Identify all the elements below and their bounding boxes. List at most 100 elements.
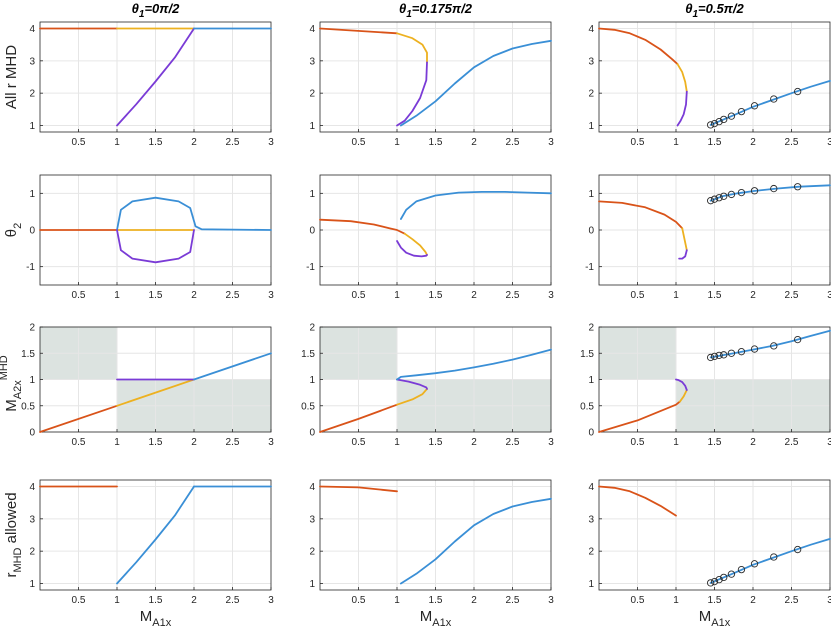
text-part: 2.5 <box>785 595 799 606</box>
series-line-blue <box>116 196 272 231</box>
text-part: 1 <box>394 290 400 301</box>
x-tick-label: 3 <box>268 137 274 148</box>
data-marker <box>707 579 715 587</box>
data-marker <box>737 188 746 197</box>
text-part: M <box>420 608 433 625</box>
text-part: MHD <box>0 355 10 380</box>
text-part: 0.5 <box>352 290 366 301</box>
x-tick-label: 3 <box>548 290 554 301</box>
text-part: 1 <box>114 290 120 301</box>
text-part: allowed <box>3 492 20 547</box>
text-part: 1 <box>394 595 400 606</box>
text-part: 0.5 <box>631 290 645 301</box>
text-part: 2.5 <box>506 437 520 448</box>
series-line-orange <box>319 218 406 235</box>
series-line-orange <box>319 485 398 493</box>
series-line-violet <box>396 240 428 258</box>
y-tick-label: 1.5 <box>21 349 35 360</box>
text-part: 1 <box>114 437 120 448</box>
text-part: 1.5 <box>429 137 443 148</box>
text-part: 0 <box>309 226 315 237</box>
data-marker <box>707 353 715 362</box>
text-part: 4 <box>588 24 594 35</box>
text-part: θ <box>132 1 139 16</box>
series-line-blue <box>709 80 831 126</box>
y-tick-label: 1 <box>29 579 35 590</box>
x-tick-label: 2 <box>191 595 197 606</box>
y-tick-label: 4 <box>29 482 35 493</box>
text-part: 1 <box>29 579 35 590</box>
text-part: 1 <box>309 579 315 590</box>
panel-r3-c3: 0.5 1 1.5 2 2.5 3 0 0.5 1 1.5 2 <box>580 323 831 449</box>
text-part: 1.5 <box>708 137 722 148</box>
panel-r3-c1: 0.5 1 1.5 2 2.5 3 0 0.5 1 1.5 2 <box>21 323 274 449</box>
text-part: 0.5 <box>580 401 594 412</box>
x-tick-label: 2.5 <box>226 290 240 301</box>
text-part: 2 <box>588 89 594 100</box>
x-tick-label: 0.5 <box>631 290 645 301</box>
y-tick-label: 3 <box>309 56 315 67</box>
text-part: 2.5 <box>506 137 520 148</box>
text-part: =0π/2 <box>144 1 180 16</box>
text-part: 2 <box>471 437 477 448</box>
x-tick-label: 2.5 <box>785 595 799 606</box>
x-tick-label: 2 <box>191 137 197 148</box>
text-part: 2.5 <box>506 290 520 301</box>
y-tick-label: 1 <box>588 375 594 386</box>
column-title: θ1=0.5π/2 <box>685 1 744 20</box>
text-part: M <box>140 608 153 625</box>
text-part: 2 <box>750 137 756 148</box>
x-tick-label: 0.5 <box>352 137 366 148</box>
series-line-blue <box>116 485 195 585</box>
text-part: 2 <box>29 89 35 100</box>
text-part: 1.5 <box>21 349 35 360</box>
data-marker <box>770 553 778 561</box>
text-part: 3 <box>309 56 315 67</box>
y-tick-label: 4 <box>29 24 35 35</box>
text-part: A1x <box>432 617 451 629</box>
x-tick-label: 3 <box>827 437 831 448</box>
data-marker <box>710 352 719 361</box>
x-tick-label: 1 <box>673 595 679 606</box>
text-part: A1x <box>711 617 730 629</box>
text-part: θ <box>399 1 406 16</box>
series-line-orange <box>598 200 684 230</box>
text-part: 2.5 <box>226 437 240 448</box>
text-part: 1.5 <box>429 437 443 448</box>
y-tick-label: 2 <box>309 323 315 334</box>
x-tick-label: 1.5 <box>708 137 722 148</box>
text-part: 1 <box>588 189 594 200</box>
text-part: 2 <box>309 89 315 100</box>
y-tick-label: 2 <box>588 323 594 334</box>
x-tick-label: 1.5 <box>149 137 163 148</box>
panel-r1-c2: 0.5 1 1.5 2 2.5 3 1 2 3 4 <box>309 21 554 148</box>
x-tick-label: 2 <box>471 290 477 301</box>
series-line-yellow <box>681 227 688 252</box>
series-line-blue <box>400 497 552 585</box>
x-tick-label: 3 <box>827 290 831 301</box>
y-tick-label: 1 <box>309 375 315 386</box>
series-line-orange <box>598 27 679 65</box>
x-tick-label: 3 <box>548 437 554 448</box>
x-tick-label: 2.5 <box>506 595 520 606</box>
y-tick-label: 4 <box>588 24 594 35</box>
x-tick-label: 1.5 <box>429 137 443 148</box>
text-part: 1 <box>394 137 400 148</box>
text-part: 3 <box>588 56 594 67</box>
x-tick-label: 2 <box>750 137 756 148</box>
text-part: 3 <box>827 595 831 606</box>
text-part: 3 <box>548 595 554 606</box>
text-part: A1x <box>152 617 171 629</box>
x-tick-label: 2 <box>750 595 756 606</box>
x-tick-label: 3 <box>268 437 274 448</box>
x-tick-label: 1 <box>394 137 400 148</box>
data-marker <box>770 184 778 193</box>
text-part: 2 <box>588 323 594 334</box>
text-part: 2.5 <box>226 137 240 148</box>
y-tick-label: 3 <box>588 514 594 525</box>
y-tick-label: 0.5 <box>21 401 35 412</box>
y-tick-label: 4 <box>588 482 594 493</box>
y-tick-label: 3 <box>29 56 35 67</box>
y-tick-label: -1 <box>26 262 35 273</box>
